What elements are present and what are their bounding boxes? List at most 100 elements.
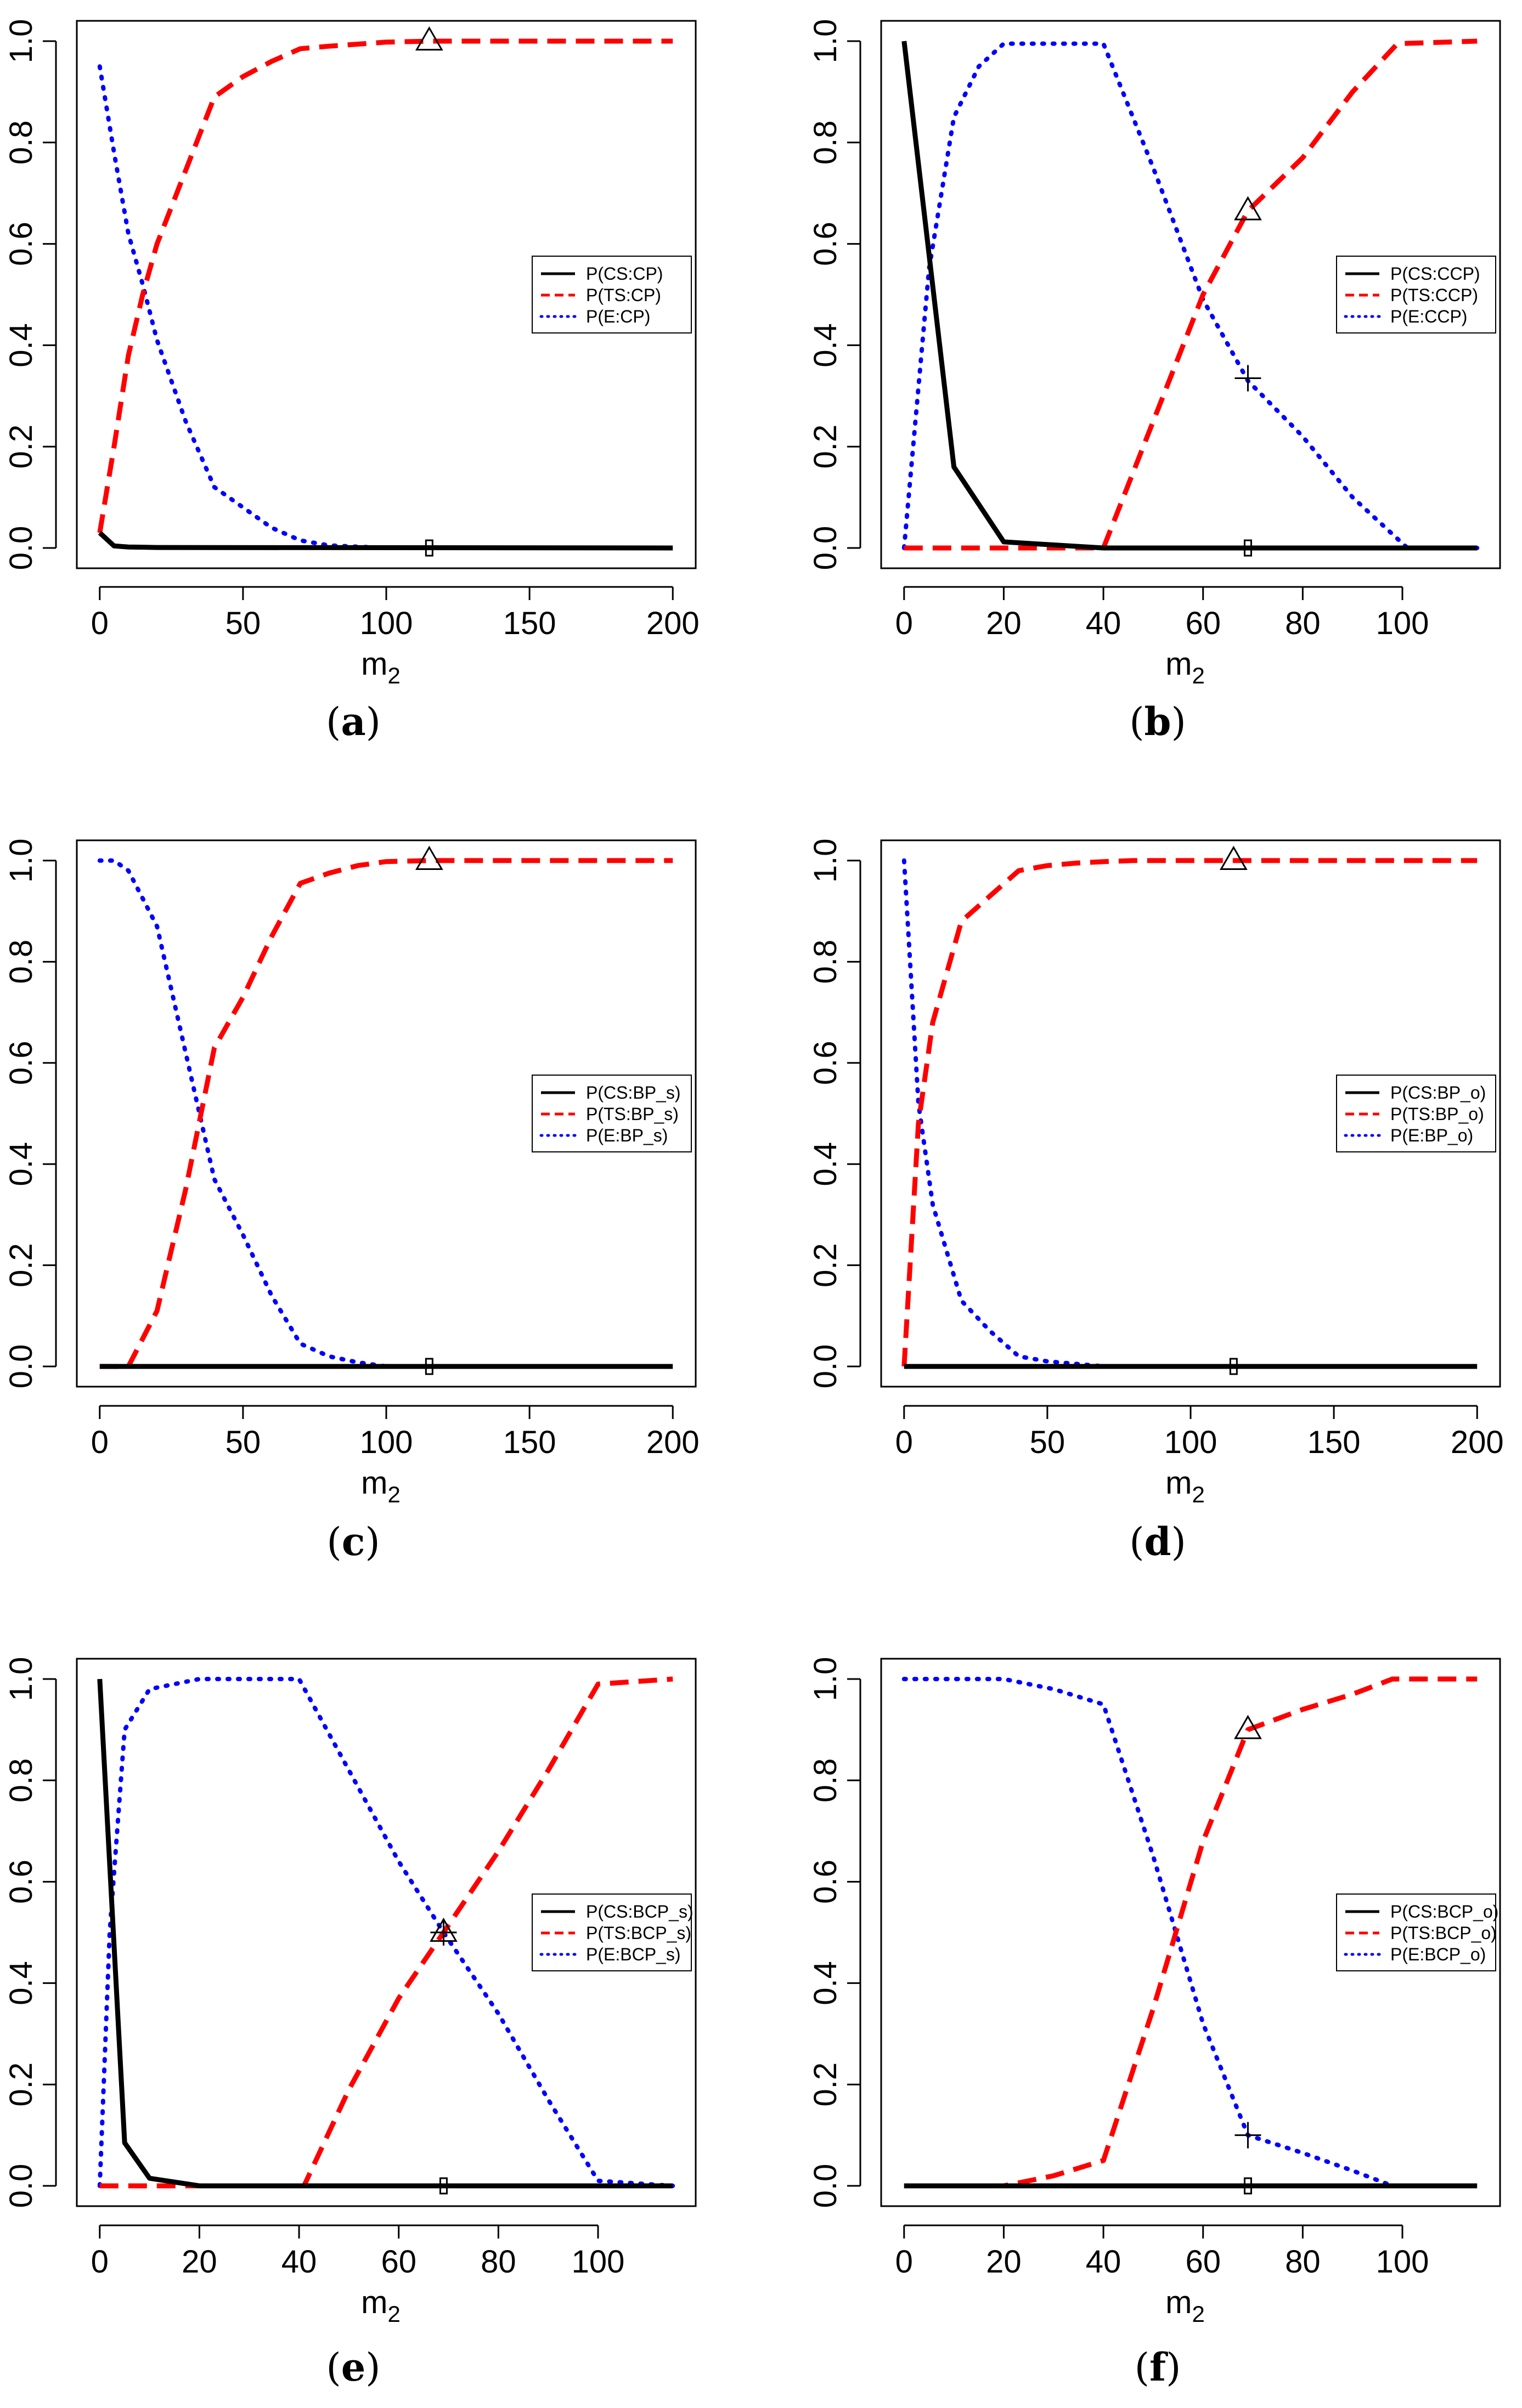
- series-line-p-e-cp-: [97, 64, 675, 550]
- x-tick-label: 0: [91, 2244, 109, 2280]
- y-tick-label: 0.2: [3, 1243, 39, 1287]
- triangle-marker: [415, 26, 443, 51]
- x-tick-label: 0: [91, 606, 109, 641]
- y-tick-label: 0.0: [3, 2164, 39, 2208]
- plus-marker: [1234, 365, 1261, 392]
- panel-caption-letter: d: [1145, 1519, 1171, 1564]
- triangle-marker: [1219, 845, 1248, 870]
- panel-caption-letter: f: [1149, 2344, 1168, 2390]
- series-line-p-ts-ccp-: [904, 38, 1478, 551]
- triangle-marker: [1234, 1715, 1262, 1739]
- x-tick-label: 200: [1451, 1425, 1504, 1460]
- y-tick-label: 1.0: [808, 1657, 843, 1702]
- plot-frame: [76, 839, 697, 1388]
- x-axis-title-sub: 2: [387, 1482, 400, 1507]
- panel-caption: (d): [1129, 1519, 1186, 1564]
- panel-caption-letter: a: [341, 699, 365, 744]
- legend-label: P(E:CCP): [1390, 307, 1467, 326]
- y-tick-label: 0.4: [808, 1142, 843, 1186]
- x-tick-label: 0: [895, 2244, 913, 2280]
- plot-frame: [76, 1658, 697, 2207]
- legend-label: P(TS:BCP_s): [586, 1923, 691, 1943]
- legend-box: [532, 1893, 692, 1971]
- x-tick-label: 20: [182, 2244, 217, 2280]
- y-tick-label: 0.8: [808, 940, 843, 984]
- y-tick-label: 0.6: [3, 222, 39, 266]
- x-tick-label: 60: [1185, 2244, 1221, 2280]
- panel-caption: (b): [1129, 699, 1186, 744]
- series-line-p-ts-bp-o-: [901, 858, 1478, 1367]
- panel-caption: (f): [1135, 2344, 1181, 2390]
- plot-frame: [880, 1658, 1501, 2207]
- square-marker: [425, 539, 433, 557]
- panel-e: 0.0 0.2 0.4 0.6 0.8 1.0 0 20 40 60 80 100 m2 P(CS:BCP…: [3, 1657, 697, 2390]
- y-tick-label: 0.6: [3, 1859, 39, 1904]
- x-axis-title: m2: [1165, 1465, 1205, 1507]
- legend-label: P(E:BP_o): [1390, 1126, 1473, 1145]
- legend: P(CS:BCP_s) P(TS:BCP_s) P(E:BCP_s): [532, 1893, 694, 1971]
- legend-label: P(E:CP): [586, 307, 650, 326]
- series-line-p-ts-bcp-o-: [904, 1676, 1478, 2189]
- plot-frame: [76, 20, 697, 569]
- panel-caption-letter: b: [1145, 699, 1171, 744]
- y-tick-label: 0.2: [808, 1243, 843, 1287]
- x-tick-label: 80: [481, 2244, 516, 2280]
- square-marker: [425, 1358, 433, 1375]
- square-marker: [1229, 1358, 1238, 1375]
- legend: P(CS:BP_s)P(TS:BP_s) P(E:BP_s): [532, 1075, 692, 1152]
- y-tick-label: 0.4: [3, 1142, 39, 1186]
- x-tick-label: 60: [1185, 606, 1221, 641]
- x-tick-label: 50: [226, 606, 261, 641]
- y-tick-label: 0.8: [808, 120, 843, 165]
- legend-label: P(TS:BP_o): [1390, 1104, 1484, 1124]
- y-tick-label: 0.0: [808, 526, 843, 570]
- y-tick-label: 0.4: [808, 323, 843, 368]
- x-axis-title-base: m: [1165, 2285, 1192, 2320]
- y-tick-label: 1.0: [3, 1657, 39, 1702]
- y-tick-label: 1.0: [3, 19, 39, 64]
- panel-caption: (a): [326, 699, 381, 744]
- y-tick-label: 0.4: [3, 1961, 39, 2005]
- legend-label: P(CS:CP): [586, 264, 663, 284]
- legend-label: P(CS:BCP_s): [586, 1902, 694, 1921]
- y-tick-label: 0.6: [3, 1041, 39, 1085]
- y-tick-label: 0.6: [808, 222, 843, 266]
- x-tick-label: 150: [503, 1425, 556, 1460]
- y-tick-label: 0.2: [808, 2062, 843, 2107]
- x-tick-label: 100: [1376, 2244, 1429, 2280]
- legend-label: P(E:BCP_o): [1390, 1945, 1486, 1964]
- x-tick-label: 100: [1164, 1425, 1217, 1460]
- square-marker: [1243, 2177, 1252, 2195]
- y-tick-label: 0.8: [3, 940, 39, 984]
- legend-box: [1336, 1893, 1496, 1971]
- series-line-p-e-bcp-s-: [97, 1677, 675, 2188]
- legend: P(CS:BP_o)P(TS:BP_o) P(E:BP_o): [1336, 1075, 1496, 1152]
- y-tick-label: 0.6: [808, 1041, 843, 1085]
- panel-a: 0.0 0.2 0.4 0.6 0.8 1.0 0 50 100 150 200 m2 P(CS:CP)…: [3, 19, 700, 744]
- y-tick-label: 0.4: [3, 323, 39, 368]
- panel-b: 0.0 0.2 0.4 0.6 0.8 1.0 0 20 40 60 80 100 m2 P(CS:CCP…: [808, 19, 1501, 744]
- y-tick-label: 0.0: [3, 526, 39, 570]
- plot-frame: [880, 839, 1501, 1388]
- legend-label: P(CS:BP_s): [586, 1083, 680, 1103]
- plus-marker: [1234, 2122, 1261, 2149]
- x-axis-title-sub: 2: [1192, 2301, 1204, 2327]
- legend: P(CS:CP)P(TS:CP) P(E:CP): [532, 256, 692, 333]
- panel-caption-letter: e: [341, 2344, 366, 2390]
- legend-label: P(TS:BP_s): [586, 1104, 679, 1124]
- panel-f: 0.0 0.2 0.4 0.6 0.8 1.0 0 20 40 60 80 100 m2 P(CS:BCP…: [808, 1657, 1501, 2390]
- y-tick-label: 0.4: [808, 1961, 843, 2005]
- x-axis-title: m2: [1165, 646, 1205, 688]
- series-line-p-cs-bcp-s-: [97, 1678, 673, 2189]
- x-axis-title: m2: [361, 2285, 401, 2327]
- x-axis-title: m2: [1165, 2285, 1205, 2327]
- x-tick-label: 0: [895, 1425, 913, 1460]
- plus-marker: [430, 1919, 457, 1946]
- x-tick-label: 50: [1030, 1425, 1066, 1460]
- x-tick-label: 100: [360, 606, 413, 641]
- x-axis-title-base: m: [361, 646, 387, 682]
- panel-caption: (e): [326, 2344, 380, 2390]
- legend-label: P(TS:BCP_o): [1390, 1923, 1497, 1943]
- y-tick-label: 0.0: [3, 1344, 39, 1389]
- x-tick-label: 40: [281, 2244, 317, 2280]
